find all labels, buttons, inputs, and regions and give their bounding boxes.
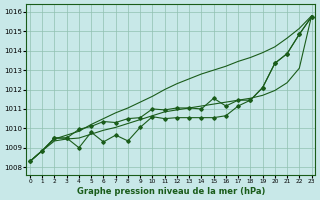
X-axis label: Graphe pression niveau de la mer (hPa): Graphe pression niveau de la mer (hPa) [76, 187, 265, 196]
